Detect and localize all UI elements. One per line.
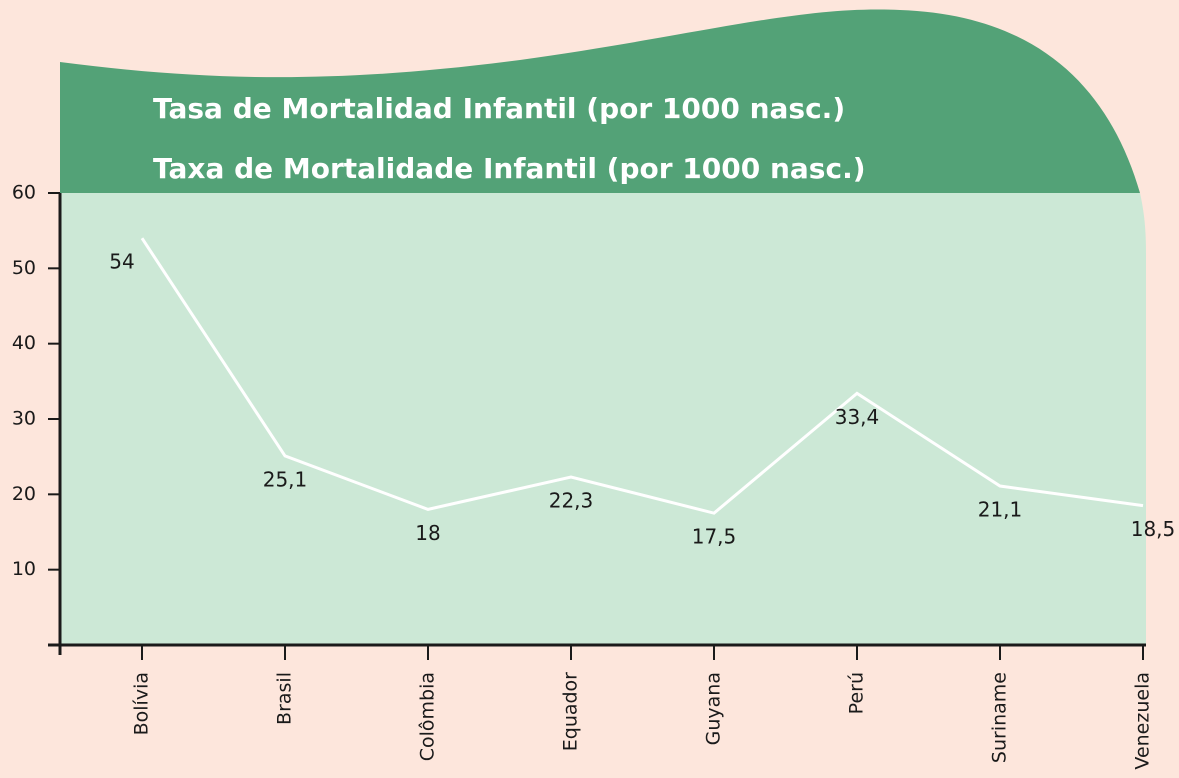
plot-area [60,193,1146,645]
chart-subtitle: Taxa de Mortalidade Infantil (por 1000 n… [153,152,866,185]
value-label: 33,4 [835,405,880,429]
y-tick-label: 50 [12,257,36,279]
line [140,237,1144,515]
y-tick-label: 40 [12,332,36,354]
chart-title: Tasa de Mortalidad Infantil (por 1000 na… [153,92,845,125]
value-label: 22,3 [549,489,594,513]
x-tick-label: Perú [846,672,868,714]
value-label: 17,5 [692,525,737,549]
y-tick-label: 10 [12,558,36,580]
x-tick-label: Colômbia [417,672,439,761]
value-label: 21,1 [978,498,1023,522]
x-tick-label: Equador [560,672,582,751]
x-tick-label: Venezuela [1132,672,1154,770]
y-tick-label: 60 [12,182,36,204]
value-label: 18,5 [1131,517,1176,541]
value-label: 54 [109,250,134,274]
y-tick-label: 20 [12,483,36,505]
header-band [60,9,1140,194]
value-label: 25,1 [263,467,308,491]
y-tick-label: 30 [12,408,36,430]
x-tick-label: Bolívia [131,672,153,735]
x-tick-label: Suriname [989,672,1011,763]
x-tick-label: Guyana [703,672,725,745]
x-tick-label: Brasil [274,672,296,725]
value-label: 18 [415,521,440,545]
